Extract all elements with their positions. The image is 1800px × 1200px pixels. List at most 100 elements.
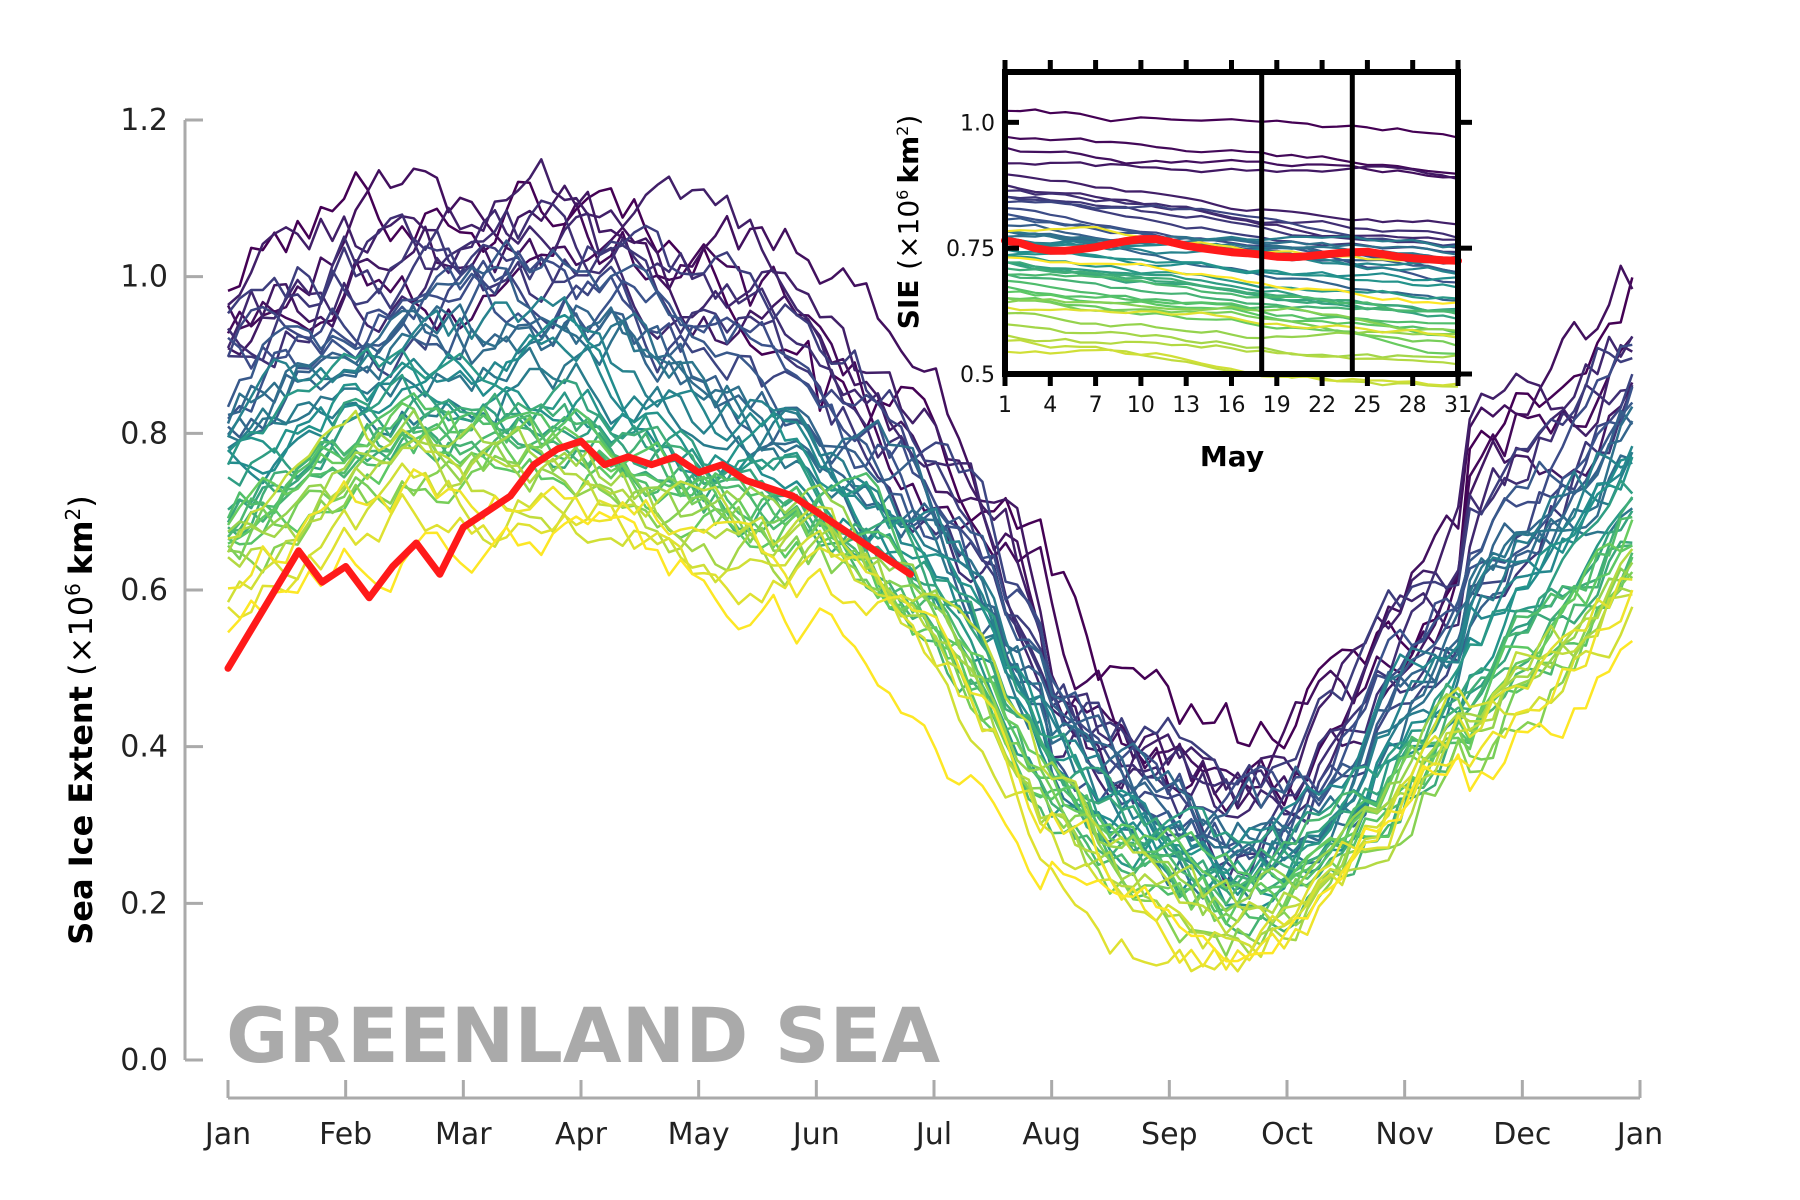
x-tick-label: Oct bbox=[1261, 1117, 1313, 1152]
y-tick-label: 0.8 bbox=[120, 416, 168, 451]
inset-y-title-exp: 6 bbox=[893, 190, 912, 200]
inset-x-tick-label: 16 bbox=[1218, 393, 1246, 418]
inset-y-tick-label: 1.0 bbox=[960, 111, 995, 136]
series-line bbox=[227, 333, 1634, 860]
inset-y-axis-title: SIE (×106 km2) bbox=[892, 115, 925, 330]
x-tick-label: Jan bbox=[203, 1117, 251, 1152]
y-title-units: (×10 bbox=[62, 596, 100, 676]
inset-series-line bbox=[1004, 333, 1459, 366]
series-line bbox=[226, 295, 1633, 890]
current-year-line bbox=[224, 437, 914, 672]
inset-series-line bbox=[1004, 306, 1459, 339]
inset-x-tick-label: 31 bbox=[1444, 393, 1472, 418]
series-line bbox=[227, 319, 1634, 900]
inset-series-line bbox=[1004, 273, 1459, 316]
inset-x-tick-label: 28 bbox=[1399, 393, 1427, 418]
x-tick-label: Apr bbox=[555, 1117, 608, 1152]
inset-series-line bbox=[1004, 296, 1459, 355]
series-line bbox=[226, 263, 1634, 878]
inset-current-year-line bbox=[1001, 235, 1462, 265]
inset-series-line bbox=[1004, 200, 1459, 247]
inset-series-line bbox=[1004, 226, 1459, 262]
inset-series-line bbox=[1004, 235, 1459, 249]
inset-axes: 0.5 0.75 1.0 1 4 7 10 13 16 19 22 25 28 31 bbox=[946, 60, 1472, 418]
y-tick-label: 1.2 bbox=[120, 103, 168, 138]
inset-series-line bbox=[1004, 161, 1459, 181]
x-tick-label: Dec bbox=[1493, 1117, 1551, 1152]
main-axes: 0.0 0.2 0.4 0.6 0.8 1.0 1.2 Jan Feb Mar Apr May Jun J… bbox=[120, 103, 1663, 1152]
inset-x-tick-label: 10 bbox=[1127, 393, 1155, 418]
y-tick-label: 0.6 bbox=[120, 573, 168, 608]
inset-series-line bbox=[1004, 135, 1459, 175]
inset-y-title-units: (×10 bbox=[892, 200, 925, 270]
inset-series-line bbox=[1004, 256, 1459, 305]
series-line bbox=[227, 158, 1633, 795]
inset-x-tick-label: 19 bbox=[1263, 393, 1291, 418]
inset-series-line bbox=[1004, 323, 1459, 359]
series-line bbox=[227, 425, 1633, 937]
y-title-close: ) bbox=[62, 495, 100, 507]
x-tick-label: Jul bbox=[914, 1117, 952, 1152]
inset-series-line bbox=[1004, 279, 1459, 325]
y-tick-label: 0.4 bbox=[120, 730, 168, 765]
series-line bbox=[227, 443, 1634, 958]
inset-series-line bbox=[1004, 298, 1459, 332]
series-line bbox=[227, 171, 1634, 750]
inset-series-lines bbox=[1001, 108, 1462, 388]
y-title-unit: km bbox=[62, 520, 100, 575]
inset-series-line bbox=[1004, 195, 1459, 249]
inset-series-line bbox=[1004, 146, 1459, 179]
main-y-axis-title: Sea Ice Extent (×106 km2) bbox=[61, 495, 100, 945]
y-title-unit-exp: 2 bbox=[61, 508, 85, 521]
inset-series-line bbox=[1004, 252, 1459, 289]
y-tick-label: 1.0 bbox=[120, 260, 168, 295]
series-line bbox=[227, 510, 1634, 963]
inset-series-line bbox=[1004, 285, 1459, 335]
inset-y-title-close: ) bbox=[892, 115, 925, 126]
x-tick-label: Jan bbox=[1615, 1117, 1663, 1152]
inset-series-line bbox=[1004, 348, 1459, 387]
region-label: GREENLAND SEA bbox=[226, 991, 940, 1080]
y-title-exp: 6 bbox=[61, 583, 85, 596]
inset-x-tick-label: 4 bbox=[1043, 393, 1057, 418]
series-line bbox=[227, 373, 1634, 853]
inset-x-tick-label: 25 bbox=[1353, 393, 1381, 418]
y-tick-label: 0.0 bbox=[120, 1043, 168, 1078]
series-line bbox=[227, 416, 1634, 926]
inset-y-tick-label: 0.75 bbox=[946, 237, 995, 262]
series-line bbox=[227, 434, 1634, 915]
series-line bbox=[226, 167, 1634, 790]
inset-series-line bbox=[1004, 183, 1458, 241]
inset-chart: 0.5 0.75 1.0 1 4 7 10 13 16 19 22 25 28 31 May SIE (×… bbox=[892, 60, 1472, 473]
x-tick-label: Aug bbox=[1022, 1117, 1081, 1152]
inset-series-line bbox=[1004, 248, 1459, 282]
inset-series-line bbox=[1004, 273, 1459, 315]
x-tick-label: Mar bbox=[435, 1117, 492, 1152]
x-tick-label: Jun bbox=[791, 1117, 840, 1152]
inset-y-title-unit: km bbox=[892, 136, 925, 184]
series-line bbox=[226, 462, 1634, 959]
series-line bbox=[227, 413, 1634, 906]
x-tick-label: Sep bbox=[1141, 1117, 1198, 1152]
series-line bbox=[227, 468, 1634, 971]
inset-series-line bbox=[1004, 173, 1459, 226]
x-tick-label: Nov bbox=[1375, 1117, 1434, 1152]
inset-series-line bbox=[1004, 108, 1459, 139]
y-tick-label: 0.2 bbox=[120, 886, 168, 921]
y-title-bold: Sea Ice Extent bbox=[62, 686, 100, 945]
series-line bbox=[227, 493, 1633, 973]
inset-x-tick-label: 22 bbox=[1308, 393, 1336, 418]
series-line bbox=[227, 409, 1634, 917]
inset-y-title-unit-exp: 2 bbox=[893, 126, 912, 136]
inset-x-tick-label: 7 bbox=[1089, 393, 1103, 418]
series-line bbox=[227, 313, 1633, 909]
x-tick-label: Feb bbox=[319, 1117, 372, 1152]
inset-series-line bbox=[1004, 189, 1459, 239]
inset-x-tick-label: 13 bbox=[1172, 393, 1200, 418]
inset-series-line bbox=[1004, 261, 1459, 314]
series-line bbox=[227, 266, 1634, 861]
inset-x-axis-title: May bbox=[1200, 440, 1264, 473]
series-line bbox=[227, 250, 1633, 815]
x-tick-label: May bbox=[668, 1117, 730, 1152]
